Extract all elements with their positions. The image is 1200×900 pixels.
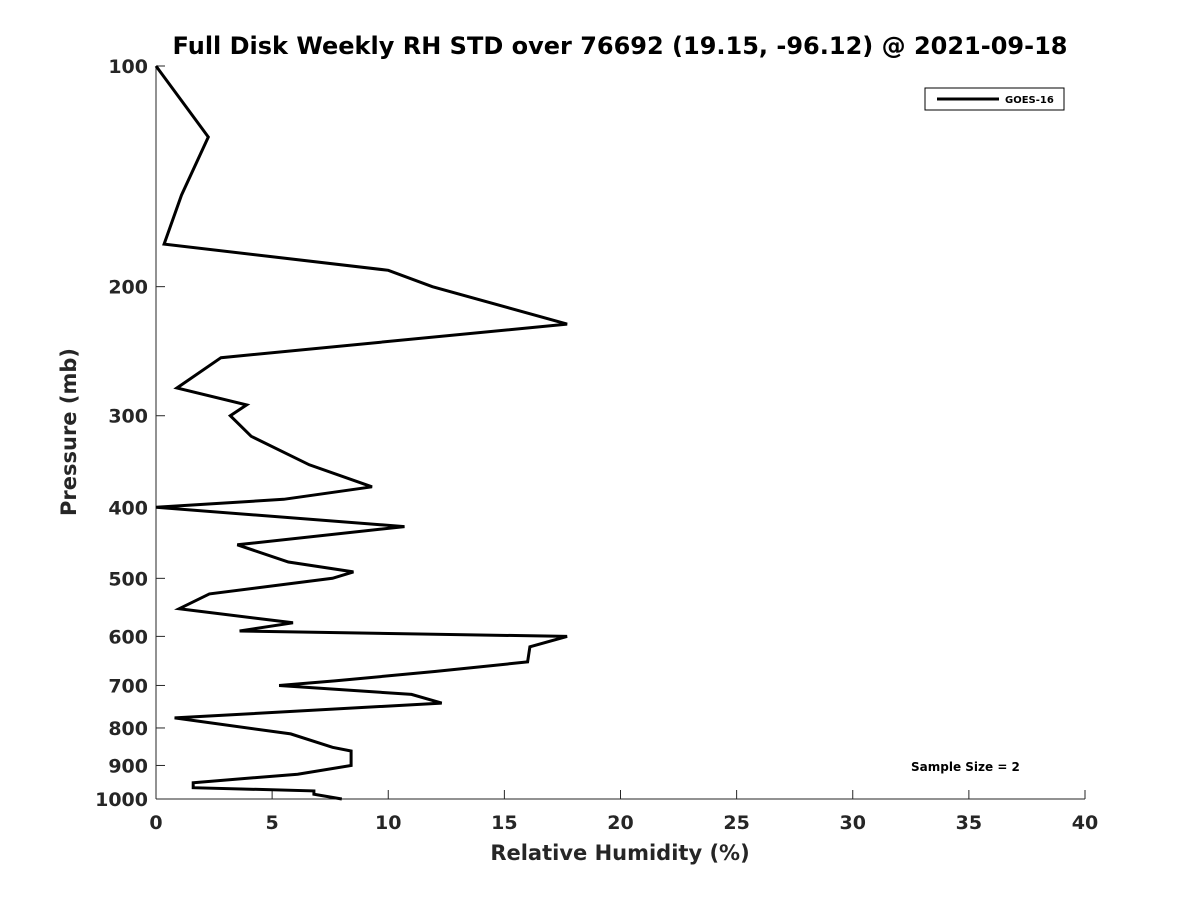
x-tick-label: 30: [840, 812, 866, 834]
y-tick-label: 500: [108, 568, 148, 590]
y-tick-label: 200: [108, 277, 148, 299]
chart-title: Full Disk Weekly RH STD over 76692 (19.1…: [173, 32, 1068, 60]
sample-size-note: Sample Size = 2: [911, 760, 1020, 774]
x-tick-label: 40: [1072, 812, 1098, 834]
axes: 0 5 10 15 20 25 30 35 40 100 200 300 400 500 600 700 800…: [95, 56, 1098, 834]
x-tick-label: 0: [149, 812, 162, 834]
y-tick-label: 900: [108, 755, 148, 777]
x-tick-label: 20: [607, 812, 633, 834]
legend: GOES-16: [924, 87, 1065, 111]
x-tick-label: 5: [266, 812, 279, 834]
x-tick-label: 10: [375, 812, 401, 834]
y-tick-label: 800: [108, 718, 148, 740]
y-tick-label: 600: [108, 626, 148, 648]
legend-label-goes-16: GOES-16: [1005, 95, 1054, 106]
y-axis-label: Pressure (mb): [57, 348, 81, 516]
x-tick-label: 25: [723, 812, 749, 834]
x-tick-label: 35: [956, 812, 982, 834]
y-tick-label: 1000: [95, 789, 148, 811]
series-line-goes-16: [154, 65, 568, 801]
y-tick-label: 700: [108, 675, 148, 697]
y-tick-label: 400: [108, 497, 148, 519]
x-axis-label: Relative Humidity (%): [490, 841, 749, 865]
y-tick-label: 100: [108, 56, 148, 78]
x-tick-label: 15: [491, 812, 517, 834]
y-tick-label: 300: [108, 406, 148, 428]
